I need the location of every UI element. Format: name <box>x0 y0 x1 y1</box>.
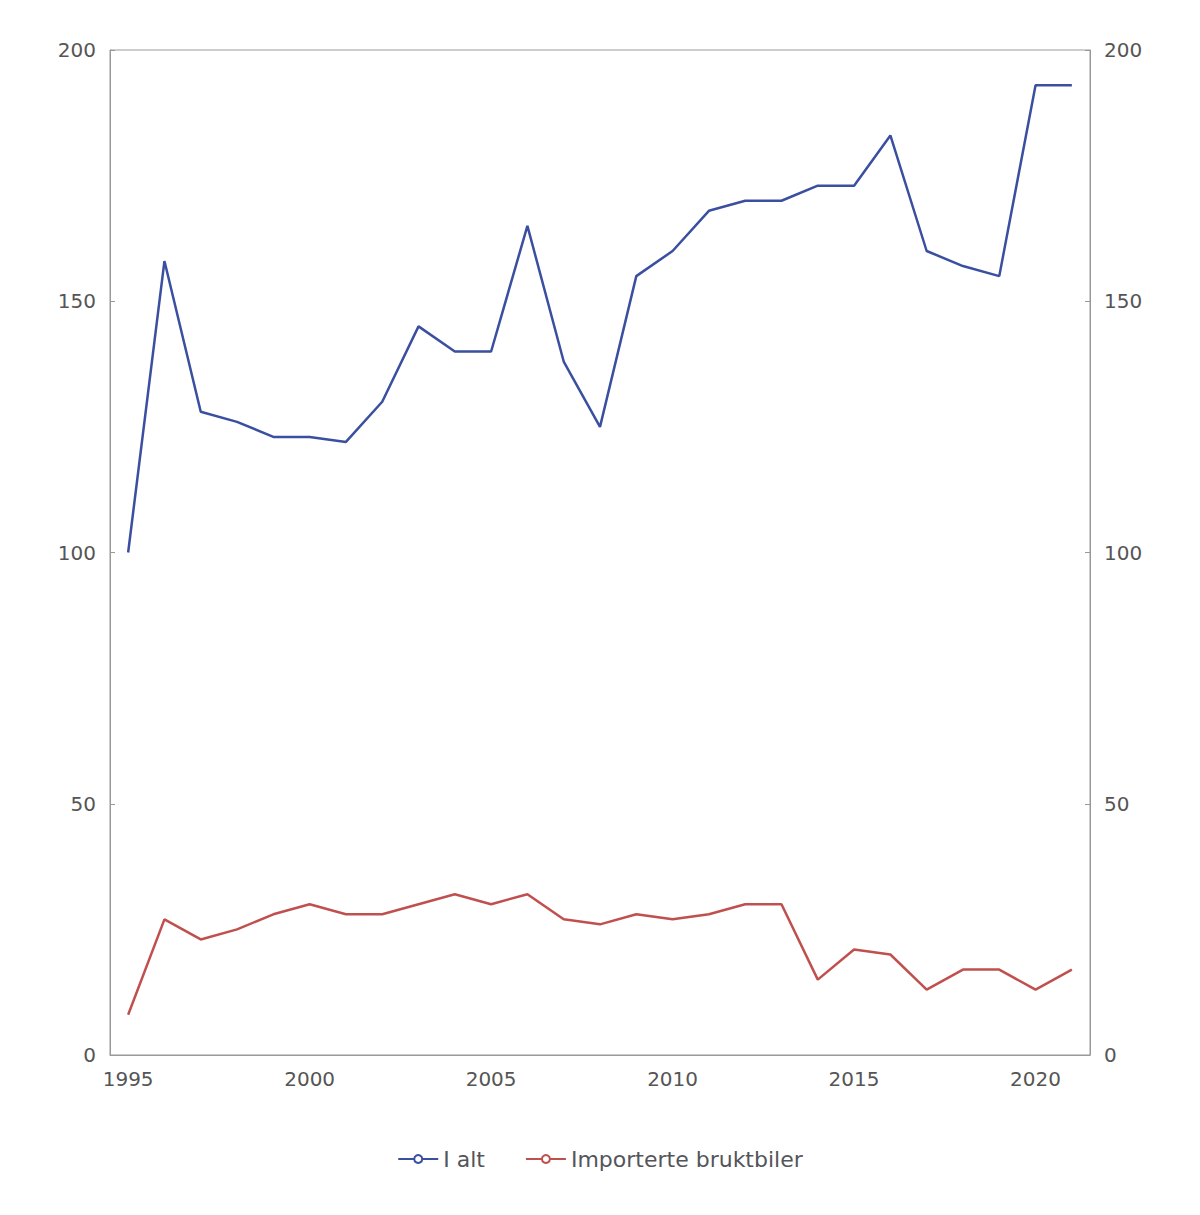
svg-text:0: 0 <box>1104 1043 1117 1067</box>
svg-text:100: 100 <box>1104 541 1142 565</box>
svg-text:50: 50 <box>1104 792 1129 816</box>
svg-text:I alt: I alt <box>443 1147 485 1172</box>
svg-text:0: 0 <box>83 1043 96 1067</box>
svg-text:2015: 2015 <box>829 1067 880 1091</box>
svg-text:200: 200 <box>1104 38 1142 62</box>
svg-text:2010: 2010 <box>647 1067 698 1091</box>
svg-text:50: 50 <box>71 792 96 816</box>
svg-text:Importerte bruktbiler: Importerte bruktbiler <box>571 1147 804 1172</box>
svg-text:2000: 2000 <box>284 1067 335 1091</box>
svg-text:1995: 1995 <box>103 1067 154 1091</box>
svg-text:150: 150 <box>1104 289 1142 313</box>
svg-text:100: 100 <box>58 541 96 565</box>
svg-text:2005: 2005 <box>466 1067 517 1091</box>
svg-text:200: 200 <box>58 38 96 62</box>
svg-text:2020: 2020 <box>1010 1067 1061 1091</box>
svg-text:150: 150 <box>58 289 96 313</box>
